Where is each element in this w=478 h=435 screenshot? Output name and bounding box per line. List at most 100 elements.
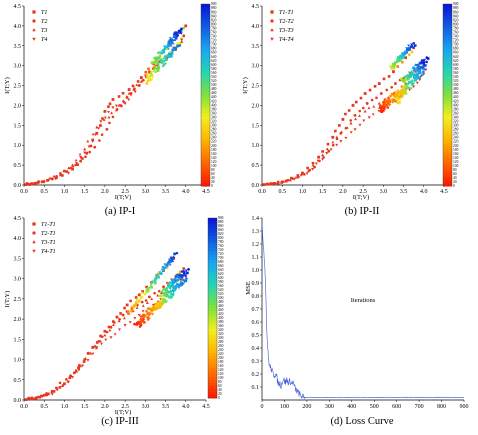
data-point xyxy=(329,148,333,151)
colorbar-segment xyxy=(208,362,217,366)
data-point xyxy=(325,152,329,155)
colorbar-tick-label: 680 xyxy=(453,47,459,51)
data-point xyxy=(403,85,406,89)
data-point xyxy=(104,338,108,342)
data-point xyxy=(415,63,419,67)
colorbar-tick-label: 760 xyxy=(211,31,217,35)
data-point xyxy=(365,102,369,105)
data-point xyxy=(166,262,169,266)
colorbar-tick-label: 120 xyxy=(218,372,224,376)
y-tick-label: 1.5 xyxy=(14,123,22,129)
y-tick-label: 0.4 xyxy=(252,346,260,352)
data-point xyxy=(393,92,397,95)
data-point xyxy=(146,76,149,80)
series-T1-T1 xyxy=(24,257,176,401)
data-point xyxy=(133,90,137,94)
data-point xyxy=(94,133,98,137)
colorbar-segment xyxy=(443,116,452,120)
x-tick-label: 2.0 xyxy=(339,189,347,195)
x-tick-label: 500 xyxy=(370,404,379,410)
data-point xyxy=(162,45,166,48)
colorbar-tick-label: 620 xyxy=(453,59,459,63)
data-point xyxy=(38,395,42,399)
data-point xyxy=(396,56,400,59)
data-point xyxy=(59,172,62,175)
colorbar-tick-label: 660 xyxy=(453,51,459,55)
x-tick-label: 3.0 xyxy=(142,189,150,195)
data-point xyxy=(398,54,402,58)
data-point xyxy=(396,57,400,61)
data-point xyxy=(129,309,133,312)
data-point xyxy=(170,295,174,299)
y-tick-label: 4.5 xyxy=(14,216,22,222)
colorbar: 9008808608408208007807607407207006806606… xyxy=(207,216,224,400)
data-point xyxy=(147,67,150,71)
data-point xyxy=(178,284,182,287)
data-point xyxy=(111,320,115,323)
colorbar-tick-label: 60 xyxy=(453,172,457,176)
data-point xyxy=(390,85,394,89)
data-point xyxy=(147,307,151,310)
data-point xyxy=(150,70,153,74)
data-point xyxy=(160,297,164,301)
colorbar-segment xyxy=(208,359,217,363)
colorbar-tick-label: 160 xyxy=(218,364,224,368)
colorbar-tick-label: 400 xyxy=(218,316,224,320)
legend-marker xyxy=(32,28,36,32)
colorbar-tick-label: 520 xyxy=(218,292,224,296)
data-point xyxy=(159,51,163,55)
colorbar-segment xyxy=(201,70,210,75)
colorbar-tick-label: 900 xyxy=(211,2,217,6)
colorbar-tick-label: 620 xyxy=(211,59,217,63)
data-point xyxy=(373,85,377,88)
data-point xyxy=(61,384,65,387)
y-tick-label: 1.0 xyxy=(252,268,260,274)
data-point xyxy=(395,97,399,101)
x-tick-label: 4.5 xyxy=(440,189,448,195)
data-point xyxy=(398,59,401,63)
data-point xyxy=(107,325,111,329)
colorbar-segment xyxy=(201,61,210,66)
data-point xyxy=(111,106,115,110)
data-point xyxy=(395,93,398,97)
legend-entry: T1 xyxy=(41,10,47,16)
colorbar-segment xyxy=(208,383,217,387)
colorbar-segment xyxy=(208,365,217,369)
data-point xyxy=(371,113,375,116)
colorbar-segment xyxy=(443,146,452,150)
data-point xyxy=(162,60,166,64)
data-point xyxy=(351,104,355,107)
data-point xyxy=(163,266,167,270)
colorbar-tick-label: 40 xyxy=(211,176,215,180)
colorbar-tick-label: 300 xyxy=(211,124,217,128)
colorbar-tick-label: 580 xyxy=(218,280,224,284)
data-point xyxy=(173,288,176,292)
chart-ip3: 0.0 0.5 1.0 1.5 2.0 2.5 3.0 3.5 4.0 4.5 0.0 0.5 1.0 1… xyxy=(4,216,224,427)
data-point xyxy=(177,277,180,281)
data-point xyxy=(362,119,366,123)
data-point xyxy=(68,376,72,380)
data-point xyxy=(169,44,173,47)
data-point xyxy=(405,74,409,77)
data-point xyxy=(175,32,178,36)
x-tick-label: 4.0 xyxy=(182,404,190,410)
data-point xyxy=(60,174,64,177)
data-point xyxy=(421,66,425,70)
colorbar-tick-label: 320 xyxy=(218,332,224,336)
data-point xyxy=(58,386,62,389)
data-point xyxy=(157,61,160,65)
data-point xyxy=(404,89,408,92)
data-point xyxy=(335,135,339,139)
data-point xyxy=(156,293,160,297)
data-point xyxy=(156,63,160,67)
data-point xyxy=(410,73,414,77)
colorbar-tick-label: 100 xyxy=(218,376,224,380)
data-point xyxy=(157,302,161,305)
colorbar-segment xyxy=(443,82,452,87)
data-point xyxy=(103,110,107,113)
data-point xyxy=(185,277,188,280)
colorbar-tick-label: 60 xyxy=(211,172,215,176)
y-tick-label: 1.4 xyxy=(252,216,260,222)
data-point xyxy=(318,159,321,163)
data-point xyxy=(399,90,402,94)
